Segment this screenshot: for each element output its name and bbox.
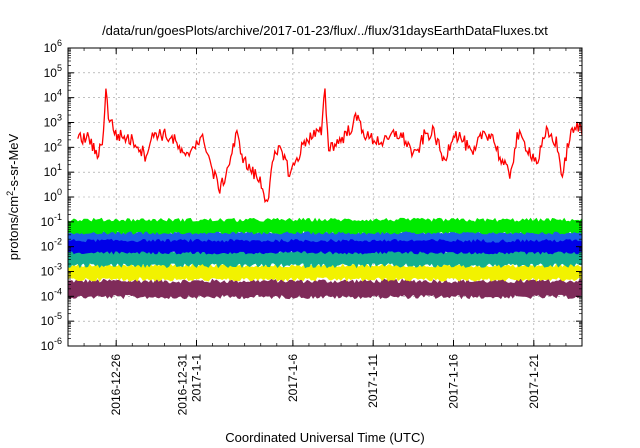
y-tick-label-base: 10 — [41, 240, 55, 254]
y-tick-label: 10-3 — [41, 262, 62, 279]
x-axis-label: Coordinated Universal Time (UTC) — [225, 430, 424, 445]
y-tick-label-base: 10 — [44, 190, 58, 204]
y-tick-label: 105 — [44, 63, 62, 80]
y-tick-label-exponent: 6 — [57, 38, 62, 48]
y-tick-label: 103 — [44, 113, 62, 130]
y-tick-label-exponent: 4 — [57, 88, 62, 98]
y-tick-label-base: 10 — [44, 116, 58, 130]
x-tick-label: 2017-1-16 — [447, 354, 461, 409]
x-tick-label: 2017-1-6 — [286, 354, 300, 402]
y-axis-label: protons/cm2-s-sr-MeV — [5, 133, 21, 260]
series-band — [67, 238, 583, 255]
y-tick-label-exponent: -3 — [54, 262, 62, 272]
y-tick-label-base: 10 — [44, 41, 58, 55]
y-tick-label-exponent: 1 — [57, 162, 62, 172]
series-band — [67, 278, 583, 300]
y-tick-label-base: 10 — [41, 289, 55, 303]
series-4 — [67, 217, 583, 235]
y-tick-label: 10-4 — [41, 286, 62, 303]
series-6 — [77, 88, 583, 204]
y-tick-label-base: 10 — [44, 91, 58, 105]
x-tick-label: 2017-1-11 — [366, 354, 380, 408]
y-axis-label-rest: -s-sr-MeV — [6, 133, 21, 190]
y-tick-label: 104 — [44, 88, 62, 105]
y-tick-label-base: 10 — [44, 165, 58, 179]
y-axis-label-main: protons/cm — [6, 196, 21, 260]
y-tick-label: 106 — [44, 38, 62, 55]
y-tick-label-base: 10 — [41, 215, 55, 229]
y-tick-label: 100 — [44, 187, 62, 204]
y-tick-label: 10-5 — [41, 311, 62, 328]
series-0 — [67, 278, 583, 300]
y-tick-label-exponent: -6 — [54, 336, 62, 346]
y-tick-label-base: 10 — [41, 265, 55, 279]
series-line — [77, 88, 583, 204]
y-tick-label: 102 — [44, 137, 62, 154]
x-tick-label: 2016-12-31 — [176, 354, 190, 416]
y-tick-label: 10-1 — [41, 212, 62, 229]
y-tick-label-exponent: 5 — [57, 63, 62, 73]
plot-area — [67, 88, 583, 300]
series-band — [67, 217, 583, 235]
x-tick-label: 2017-1-21 — [527, 354, 541, 409]
y-tick-label-exponent: 2 — [57, 137, 62, 147]
y-tick-label-base: 10 — [44, 66, 58, 80]
y-tick-label-exponent: 3 — [57, 113, 62, 123]
y-tick-label-exponent: 0 — [57, 187, 62, 197]
chart-title: /data/run/goesPlots/archive/2017-01-23/f… — [102, 23, 548, 38]
y-tick-label-exponent: -4 — [54, 286, 62, 296]
y-tick-label-base: 10 — [44, 140, 58, 154]
y-tick-label-base: 10 — [41, 314, 55, 328]
x-tick-label: 2017-1-1 — [190, 354, 204, 402]
y-tick-label-base: 10 — [41, 339, 55, 353]
y-tick-label: 10-2 — [41, 237, 62, 254]
x-tick-label: 2016-12-26 — [109, 354, 123, 416]
x-axis: 2016-12-26 2016-12-31 2017-1-1 2017-1-6 2017… — [67, 48, 583, 416]
y-tick-label-exponent: -5 — [54, 311, 62, 321]
y-tick-label-exponent: -1 — [54, 212, 62, 222]
y-axis-label-sup: 2 — [5, 191, 15, 196]
y-tick-label: 10-6 — [41, 336, 62, 353]
y-axis: 10-610-510-410-310-210-11001011021031041… — [41, 38, 582, 353]
series-5 — [67, 238, 583, 255]
y-tick-label: 101 — [44, 162, 62, 179]
y-tick-label-exponent: -2 — [54, 237, 62, 247]
